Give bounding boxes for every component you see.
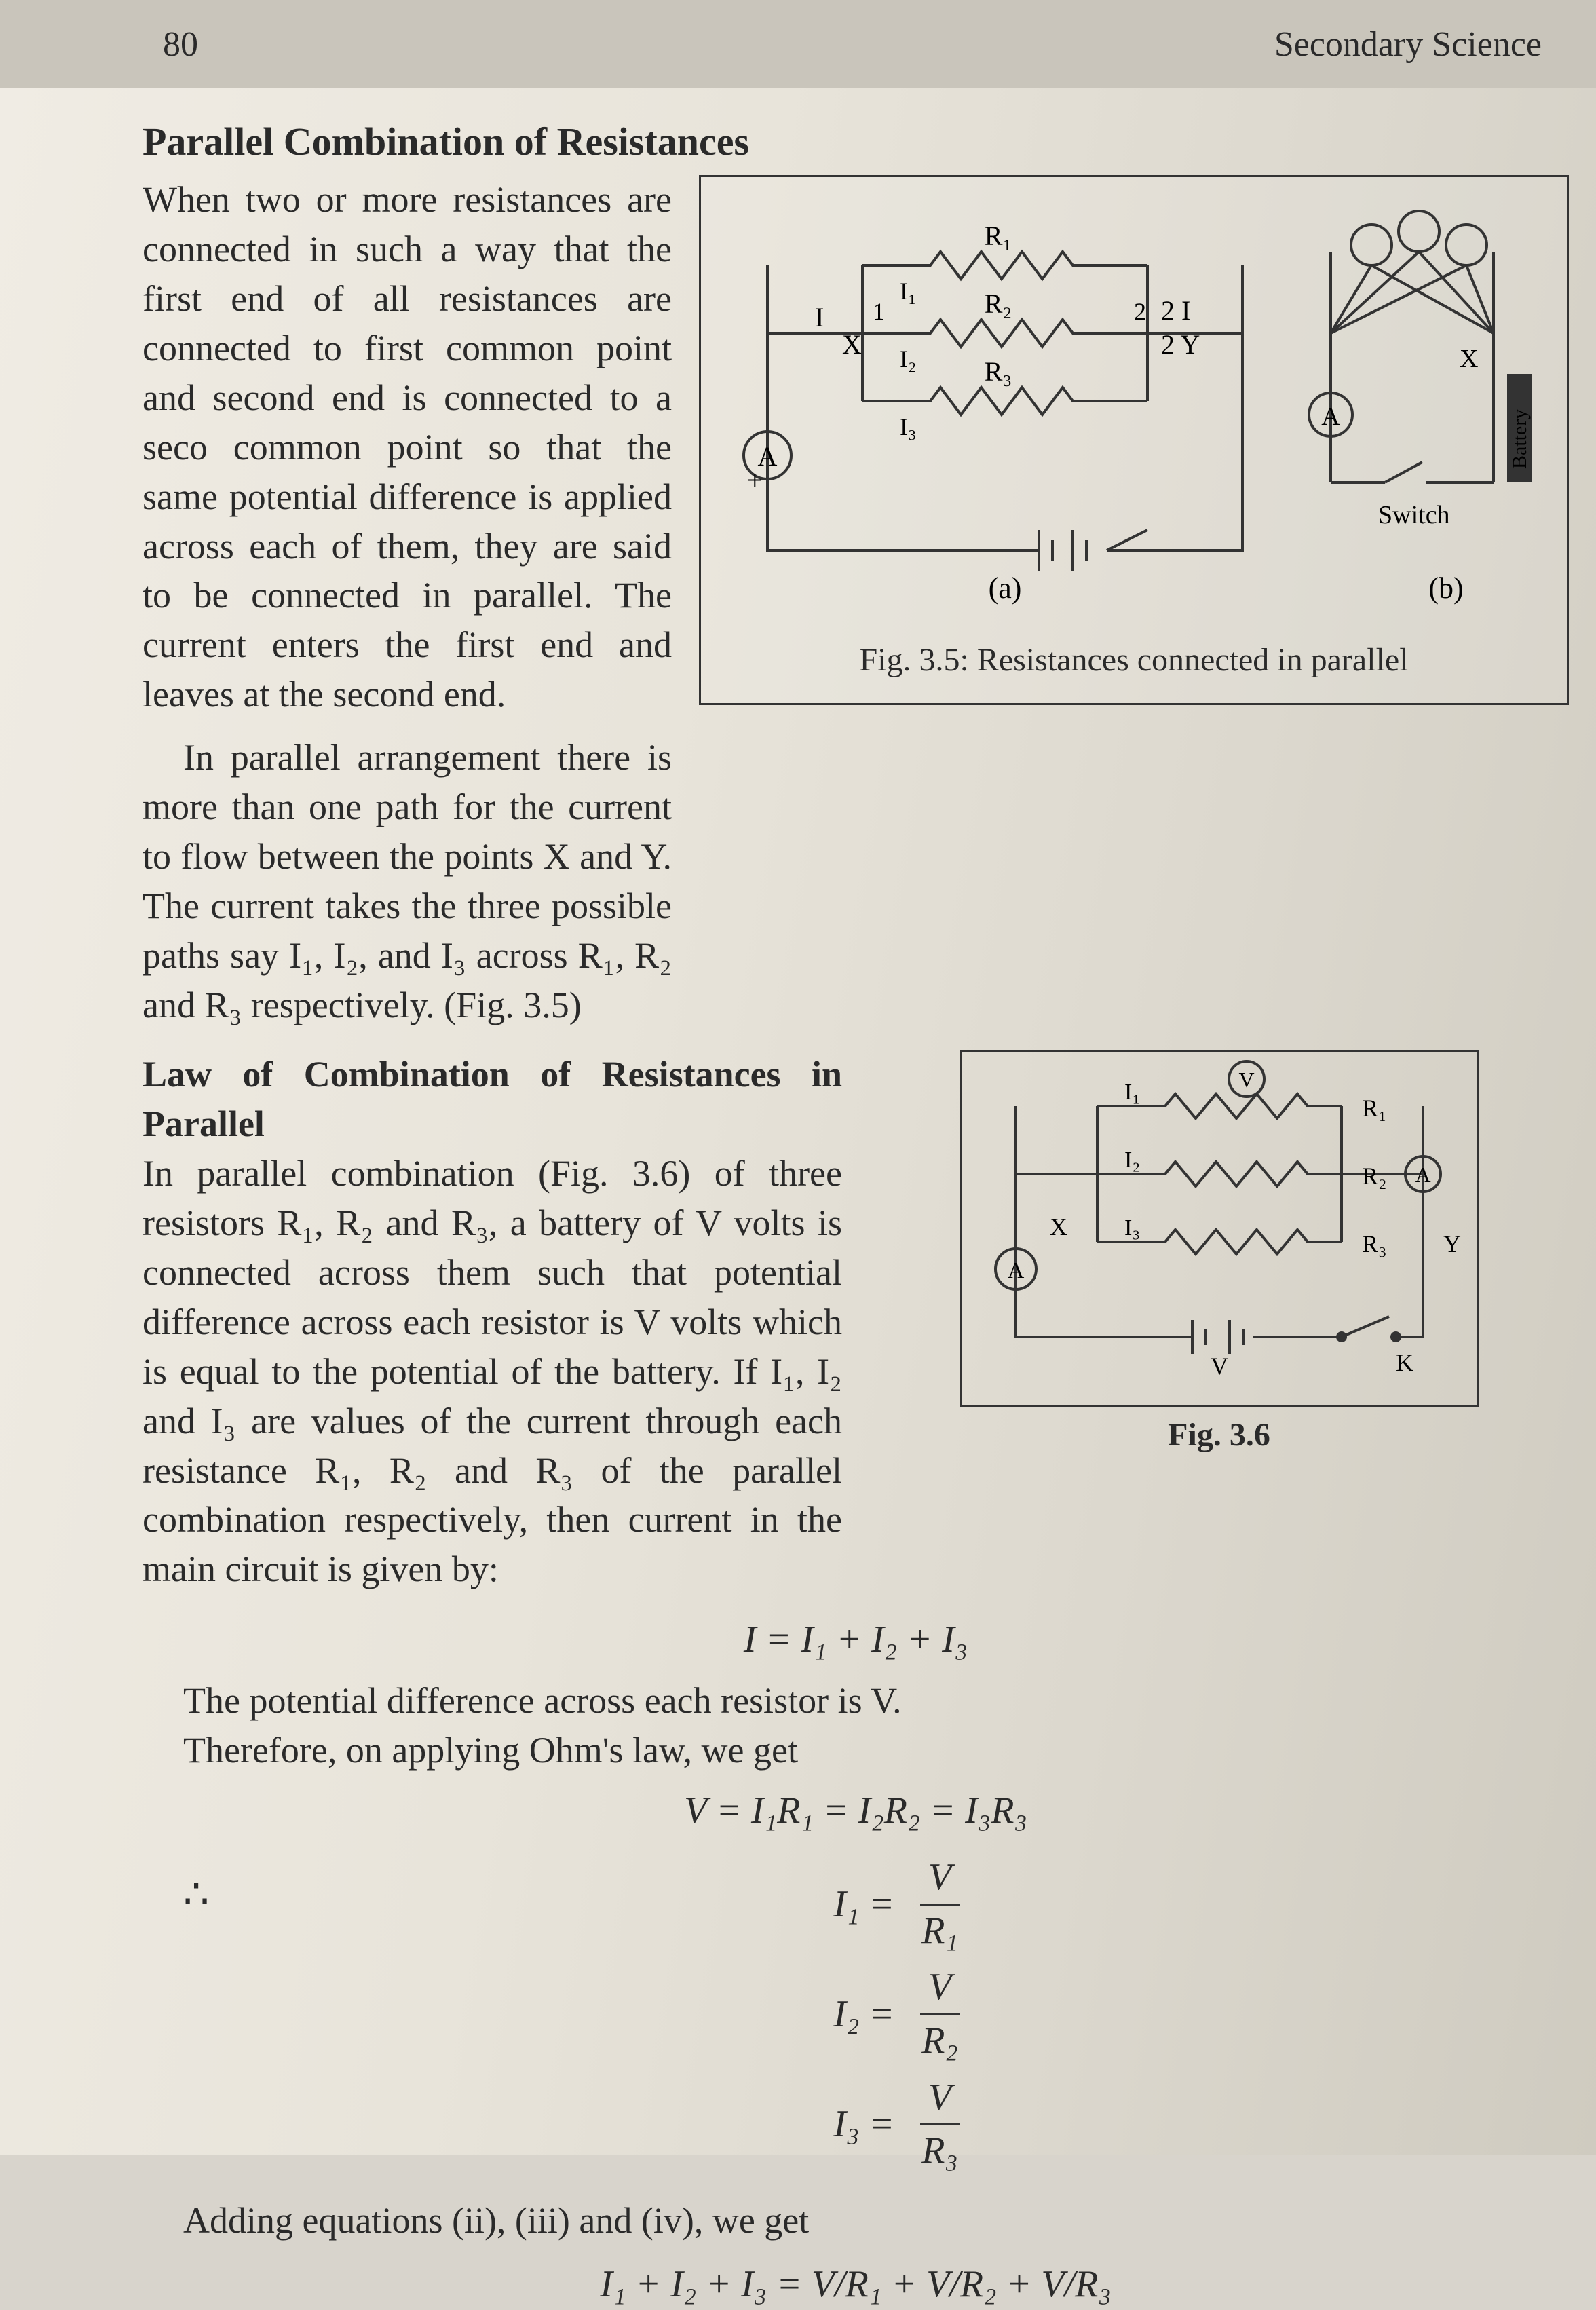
- svg-text:A: A: [1007, 1258, 1024, 1283]
- para-5: Therefore, on applying Ohm's law, we get: [142, 1726, 1569, 1775]
- eq-ohm: V = I₁R₁ = I₂R₂ = I₃R₃: [142, 1785, 1569, 1837]
- svg-text:Battery: Battery: [1508, 409, 1531, 469]
- svg-text:R₁: R₁: [1362, 1095, 1387, 1122]
- svg-text:R₁: R₁: [985, 221, 1012, 251]
- svg-text:I₁: I₁: [1124, 1080, 1140, 1105]
- section-title-2: Law of Combination of Resistances in Par…: [142, 1050, 842, 1149]
- eq-i2-lhs: I₂ =: [833, 1989, 894, 2041]
- para-1: When two or more resistances are connect…: [142, 175, 672, 719]
- para-2: In parallel arrangement there is more th…: [142, 733, 672, 1029]
- svg-text:Y: Y: [1443, 1230, 1461, 1257]
- eq-i1: I₁ = V R₁: [236, 1852, 1569, 1956]
- svg-text:V: V: [1238, 1067, 1254, 1092]
- svg-text:2 I: 2 I: [1161, 295, 1190, 326]
- fig-3-5-caption: Fig. 3.5: Resistances connected in paral…: [859, 639, 1408, 683]
- svg-text:(b): (b): [1428, 571, 1463, 605]
- svg-text:I₂: I₂: [1124, 1148, 1140, 1173]
- svg-text:A: A: [1321, 402, 1340, 431]
- page-content: Parallel Combination of Resistances When…: [0, 88, 1596, 2310]
- svg-text:1: 1: [873, 298, 885, 325]
- eq-i1-lhs: I₁ =: [833, 1879, 894, 1931]
- section-title-1: Parallel Combination of Resistances: [142, 115, 1569, 168]
- text-figure-block-2: Law of Combination of Resistances in Par…: [142, 1050, 1569, 1594]
- eq-i3-lhs: I₃ =: [833, 2099, 894, 2151]
- para-6: Adding equations (ii), (iii) and (iv), w…: [142, 2196, 1569, 2246]
- frac-i2-den: R₂: [913, 2015, 966, 2067]
- svg-text:2: 2: [1134, 298, 1146, 325]
- eq-i3: I₃ = V R₃: [236, 2072, 1569, 2177]
- svg-text:R₂: R₂: [985, 288, 1012, 319]
- textbook-page: 80 Secondary Science Parallel Combinatio…: [0, 0, 1596, 2155]
- therefore-symbol: ∴: [183, 1867, 209, 1922]
- circuit-3-6-svg: A V A X Y I₁ I₂ I₃ R₁ R₂ R₃ V K: [960, 1050, 1479, 1407]
- paragraph-block-1: When two or more resistances are connect…: [142, 175, 672, 1029]
- frac-i2-num: V: [920, 1962, 960, 2015]
- svg-text:I₃: I₃: [1124, 1215, 1140, 1241]
- svg-text:I₂: I₂: [900, 345, 917, 373]
- svg-text:X: X: [1460, 345, 1478, 373]
- frac-i1: V R₁: [913, 1852, 966, 1956]
- para-3: In parallel combination (Fig. 3.6) of th…: [142, 1149, 842, 1594]
- frac-i3-den: R₃: [913, 2125, 966, 2177]
- svg-text:Switch: Switch: [1378, 501, 1450, 529]
- svg-text:A: A: [1415, 1162, 1430, 1187]
- page-number: 80: [163, 24, 198, 64]
- svg-text:I₃: I₃: [900, 413, 917, 440]
- para-4: The potential difference across each res…: [142, 1676, 1569, 1726]
- text-figure-block-1: When two or more resistances are connect…: [142, 175, 1569, 1029]
- frac-i3: V R₃: [913, 2072, 966, 2177]
- frac-i3-num: V: [920, 2072, 960, 2126]
- svg-text:(a): (a): [989, 571, 1022, 605]
- figure-3-5: A + I 1 X I₁ I₂ I₃ R₁ R₂ R₃ 2 2 I: [699, 175, 1569, 705]
- frac-i1-den: R₁: [913, 1906, 966, 1957]
- circuit-3-5-svg: A + I 1 X I₁ I₂ I₃ R₁ R₂ R₃ 2 2 I: [727, 197, 1541, 618]
- paragraph-block-2: Law of Combination of Resistances in Par…: [142, 1050, 842, 1594]
- svg-text:I: I: [815, 302, 824, 333]
- book-title: Secondary Science: [1274, 24, 1555, 64]
- figure-3-5-container: A + I 1 X I₁ I₂ I₃ R₁ R₂ R₃ 2 2 I: [699, 175, 1569, 1029]
- frac-i2: V R₂: [913, 1962, 966, 2066]
- svg-text:I₁: I₁: [900, 278, 917, 305]
- page-header: 80 Secondary Science: [0, 0, 1596, 88]
- fig-3-6-caption: Fig. 3.6: [1168, 1414, 1270, 1458]
- svg-text:X: X: [1050, 1213, 1067, 1241]
- svg-text:R₃: R₃: [1362, 1230, 1387, 1257]
- svg-text:X: X: [842, 329, 862, 360]
- frac-i1-num: V: [920, 1852, 960, 1906]
- svg-text:R₃: R₃: [985, 356, 1012, 387]
- eq-sum: I₁ + I₂ + I₃ = V/R₁ + V/R₂ + V/R₃: [142, 2259, 1569, 2310]
- eq-main-current: I = I₁ + I₂ + I₃: [142, 1614, 1569, 1666]
- eq-i2: I₂ = V R₂: [236, 1962, 1569, 2066]
- svg-text:2 Y: 2 Y: [1161, 329, 1200, 360]
- figure-3-6-container: A V A X Y I₁ I₂ I₃ R₁ R₂ R₃ V K Fig. 3.6: [869, 1050, 1569, 1594]
- svg-text:K: K: [1396, 1349, 1413, 1376]
- svg-text:+: +: [747, 465, 763, 495]
- svg-text:V: V: [1211, 1352, 1228, 1380]
- svg-text:R₂: R₂: [1362, 1162, 1387, 1190]
